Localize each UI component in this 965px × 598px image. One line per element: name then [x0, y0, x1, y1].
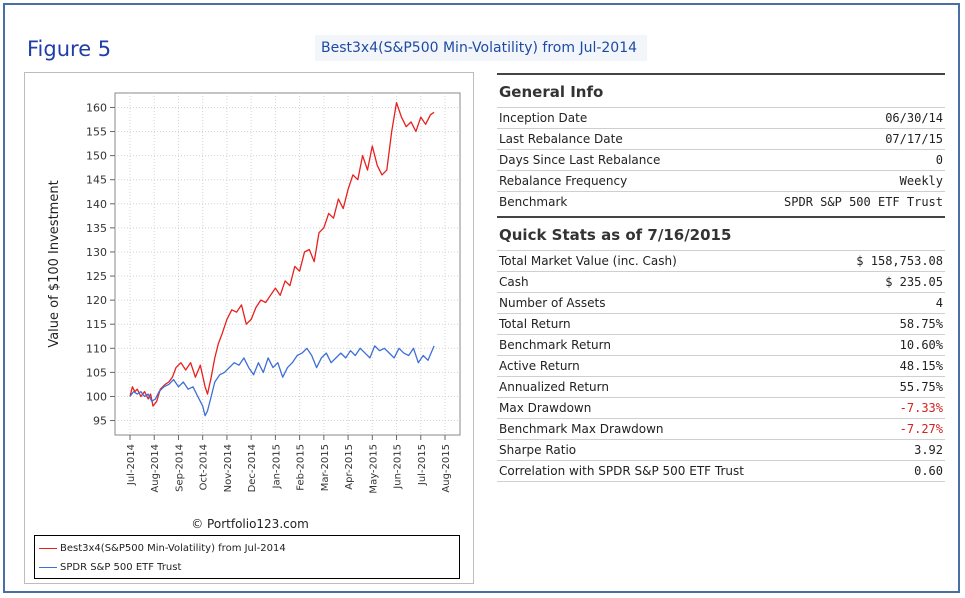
info-row: Inception Date 06/30/14 — [497, 107, 945, 128]
legend-label-benchmark: SPDR S&P 500 ETF Trust — [60, 561, 182, 573]
legend-swatch-benchmark — [39, 566, 57, 568]
x-tick-label: Apr-2015 — [344, 444, 355, 490]
y-tick-label: 160 — [86, 101, 107, 114]
row-label: Cash — [499, 275, 529, 289]
row-value: 55.75% — [899, 380, 943, 394]
x-tick-label: Jun-2015 — [393, 444, 404, 490]
legend-item-benchmark: SPDR S&P 500 ETF Trust — [39, 560, 181, 574]
x-tick-label: Jul-2015 — [417, 444, 428, 486]
general-info-heading: General Info — [497, 73, 945, 107]
chart-legend: Best3x4(S&P500 Min-Volatility) from Jul-… — [34, 535, 460, 579]
row-value: 0 — [935, 153, 943, 167]
x-tick-label: Mar-2015 — [320, 444, 331, 491]
row-value: 10.60% — [899, 338, 943, 352]
legend-item-strategy: Best3x4(S&P500 Min-Volatility) from Jul-… — [39, 541, 286, 555]
stats-row: Annualized Return 55.75% — [497, 376, 945, 397]
row-label: Benchmark — [499, 195, 568, 209]
figure-label: Figure 5 — [27, 37, 112, 61]
row-label: Benchmark Return — [499, 338, 611, 352]
row-label: Rebalance Frequency — [499, 174, 628, 188]
row-label: Benchmark Max Drawdown — [499, 422, 664, 436]
stats-row: Max Drawdown -7.33% — [497, 397, 945, 418]
general-info-table: Inception Date 06/30/14 Last Rebalance Da… — [497, 107, 945, 212]
row-label: Max Drawdown — [499, 401, 592, 415]
row-value: 58.75% — [899, 317, 943, 331]
y-axis-label: Value of $100 Investment — [47, 180, 62, 347]
quick-stats-table: Total Market Value (inc. Cash) $ 158,753.… — [497, 250, 945, 482]
row-value: 4 — [935, 296, 943, 310]
y-tick-label: 110 — [86, 342, 107, 355]
stats-row: Sharpe Ratio 3.92 — [497, 439, 945, 460]
stats-row: Active Return 48.15% — [497, 355, 945, 376]
y-tick-label: 130 — [86, 246, 107, 259]
row-value: $ 158,753.08 — [856, 254, 943, 268]
stats-row: Correlation with SPDR S&P 500 ETF Trust 0… — [497, 460, 945, 482]
row-value: 3.92 — [914, 443, 943, 457]
y-tick-label: 145 — [86, 174, 107, 187]
y-tick-label: 100 — [86, 390, 107, 403]
y-tick-label: 150 — [86, 150, 107, 163]
y-tick-label: 155 — [86, 126, 107, 139]
y-tick-label: 115 — [86, 318, 107, 331]
x-tick-label: Oct-2014 — [199, 444, 210, 490]
stats-row: Benchmark Max Drawdown -7.27% — [497, 418, 945, 439]
row-value: $ 235.05 — [885, 275, 943, 289]
y-tick-label: 135 — [86, 222, 107, 235]
row-label: Sharpe Ratio — [499, 443, 577, 457]
row-value: 0.60 — [914, 464, 943, 478]
x-tick-label: Aug-2015 — [441, 444, 452, 493]
figure-title: Best3x4(S&P500 Min-Volatility) from Jul-… — [315, 35, 648, 61]
row-label: Days Since Last Rebalance — [499, 153, 661, 167]
x-tick-label: Jul-2014 — [126, 444, 137, 486]
stats-row: Benchmark Return 10.60% — [497, 334, 945, 355]
figure-frame: Figure 5 Best3x4(S&P500 Min-Volatility) … — [3, 3, 960, 593]
series-line-strategy — [129, 101, 435, 407]
y-tick-label: 140 — [86, 198, 107, 211]
chart-panel: 95 100 105 110 115 120 125 130 135 140 145 150 155 16… — [24, 72, 474, 584]
info-row: Rebalance Frequency Weekly — [497, 170, 945, 191]
performance-chart: 95 100 105 110 115 120 125 130 135 140 145 150 155 16… — [47, 92, 461, 494]
row-value: Weekly — [899, 174, 943, 188]
row-label: Total Return — [499, 317, 571, 331]
quick-stats-heading: Quick Stats as of 7/16/2015 — [497, 216, 945, 250]
series-line-benchmark — [129, 345, 435, 417]
x-tick-label: Aug-2014 — [150, 444, 161, 493]
copyright-text: © Portfolio123.com — [191, 517, 309, 531]
stats-row: Total Market Value (inc. Cash) $ 158,753.… — [497, 250, 945, 271]
y-tick-label: 120 — [86, 294, 107, 307]
row-value: -7.27% — [899, 422, 943, 436]
row-value: SPDR S&P 500 ETF Trust — [784, 195, 943, 209]
y-tick-label: 95 — [93, 415, 107, 428]
row-value: 48.15% — [899, 359, 943, 373]
row-label: Correlation with SPDR S&P 500 ETF Trust — [499, 464, 744, 478]
x-tick-label: May-2015 — [368, 444, 379, 494]
info-row: Benchmark SPDR S&P 500 ETF Trust — [497, 191, 945, 212]
y-tick-label: 105 — [86, 366, 107, 379]
stats-row: Number of Assets 4 — [497, 292, 945, 313]
x-tick-label: Dec-2014 — [247, 444, 258, 492]
row-label: Last Rebalance Date — [499, 132, 623, 146]
stats-row: Total Return 58.75% — [497, 313, 945, 334]
info-row: Last Rebalance Date 07/17/15 — [497, 128, 945, 149]
legend-swatch-strategy — [39, 547, 57, 549]
row-value: -7.33% — [899, 401, 943, 415]
row-value: 07/17/15 — [885, 132, 943, 146]
info-panel: General Info Inception Date 06/30/14 Last… — [497, 73, 945, 482]
y-tick-label: 125 — [86, 270, 107, 283]
x-tick-label: Sep-2014 — [174, 444, 185, 492]
x-tick-label: Jan-2015 — [271, 444, 282, 489]
row-label: Number of Assets — [499, 296, 606, 310]
x-tick-label: Nov-2014 — [223, 444, 234, 492]
x-tick-label: Feb-2015 — [296, 444, 307, 491]
row-label: Inception Date — [499, 111, 588, 125]
info-row: Days Since Last Rebalance 0 — [497, 149, 945, 170]
row-value: 06/30/14 — [885, 111, 943, 125]
stats-row: Cash $ 235.05 — [497, 271, 945, 292]
row-label: Total Market Value (inc. Cash) — [499, 254, 677, 268]
row-label: Annualized Return — [499, 380, 609, 394]
legend-label-strategy: Best3x4(S&P500 Min-Volatility) from Jul-… — [60, 542, 286, 554]
row-label: Active Return — [499, 359, 580, 373]
